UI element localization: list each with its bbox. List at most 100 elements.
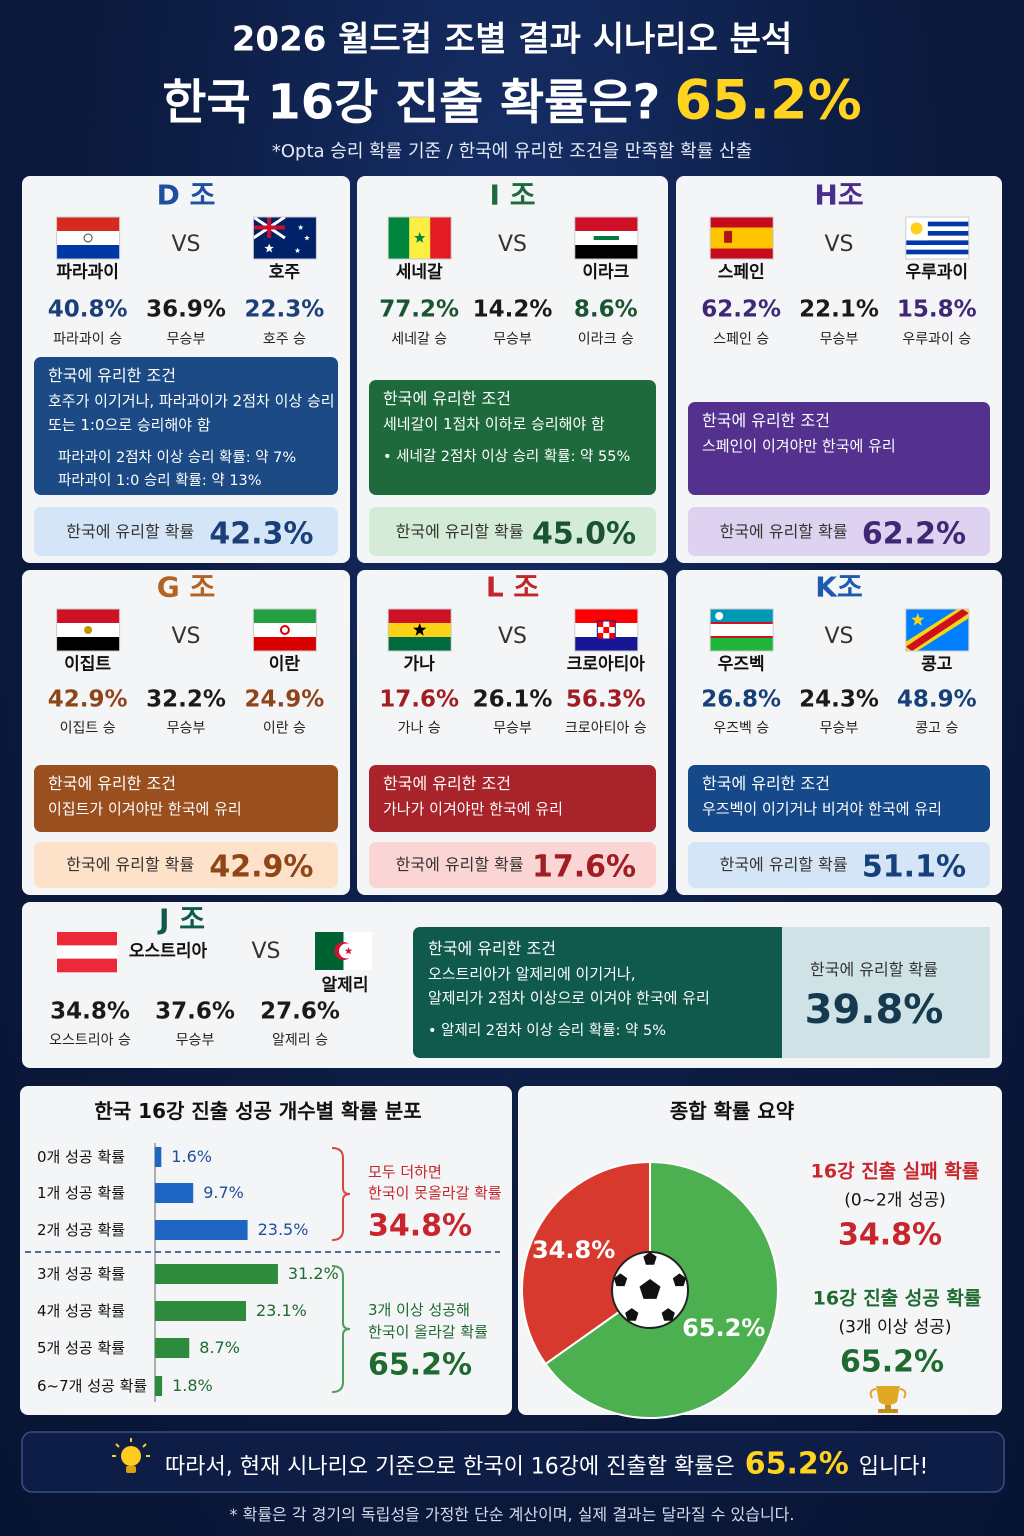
group-name: J 조 bbox=[159, 902, 205, 936]
probability-label: 이라크 승 bbox=[577, 331, 634, 348]
probability-label: 오스트리아 승 bbox=[49, 1032, 131, 1049]
note-line: 3개 이상 성공해 bbox=[368, 1300, 470, 1319]
bar bbox=[155, 1376, 163, 1396]
flag-star bbox=[344, 947, 353, 955]
favorable-value: 42.9% bbox=[209, 849, 314, 885]
condition-note: 파라과이 1:0 승리 확률: 약 13% bbox=[58, 473, 262, 490]
condition-box bbox=[688, 402, 990, 495]
group-name: G 조 bbox=[156, 570, 216, 604]
flag-stripe bbox=[905, 254, 969, 260]
condition-line: 우즈벡이 이기거나 비겨야 한국에 유리 bbox=[702, 799, 942, 818]
team-name: 크로아티아 bbox=[566, 654, 645, 675]
group-name: D 조 bbox=[156, 178, 216, 212]
flag-star bbox=[304, 235, 310, 241]
flag-stripe bbox=[57, 945, 117, 959]
ball-patch bbox=[639, 1279, 661, 1299]
flag-emblem bbox=[279, 625, 290, 635]
distribution-panel bbox=[20, 1086, 512, 1415]
flag-star bbox=[413, 623, 427, 636]
favorable-value: 51.1% bbox=[861, 849, 967, 885]
flag-stripe bbox=[710, 637, 774, 652]
flag-emblem bbox=[83, 233, 93, 243]
team-name: 세네갈 bbox=[395, 262, 443, 283]
probability: 8.6% bbox=[573, 296, 638, 323]
team-name: 오스트리아 bbox=[128, 941, 208, 962]
group-name: K조 bbox=[815, 570, 863, 604]
flag-stripe bbox=[905, 221, 969, 227]
condition-box bbox=[369, 765, 656, 832]
team-name: 이집트 bbox=[64, 654, 112, 675]
flag-stripe bbox=[710, 248, 774, 260]
probability: 24.3% bbox=[799, 686, 879, 713]
probability: 22.3% bbox=[244, 296, 325, 323]
condition-box bbox=[369, 380, 656, 495]
condition-title: 한국에 유리한 조건 bbox=[428, 939, 556, 959]
flag-stripe bbox=[574, 637, 638, 652]
panel-title: 종합 확률 요약 bbox=[669, 1099, 795, 1123]
summary-title: 16강 진출 실패 확률 bbox=[810, 1160, 980, 1183]
bulb-base bbox=[126, 1466, 136, 1473]
team-name: 호주 bbox=[268, 262, 301, 283]
category-label: 2개 성공 확률 bbox=[37, 1220, 126, 1239]
probability: 24.9% bbox=[244, 686, 325, 713]
flag-stripe bbox=[56, 217, 120, 232]
flag-stripe bbox=[905, 231, 969, 236]
conclusion-highlight: 65.2% bbox=[744, 1446, 849, 1482]
bar bbox=[155, 1147, 162, 1167]
vs: VS bbox=[497, 623, 528, 649]
condition-box bbox=[688, 765, 990, 832]
value-label: 31.2% bbox=[287, 1264, 339, 1284]
team-name: 스페인 bbox=[717, 262, 765, 283]
probability-label: 스페인 승 bbox=[713, 331, 770, 348]
flag-stripe bbox=[56, 245, 120, 260]
favorable-value: 17.6% bbox=[531, 849, 637, 885]
probability: 22.1% bbox=[799, 296, 879, 323]
shape bbox=[710, 636, 774, 638]
value-label: 1.6% bbox=[171, 1147, 212, 1167]
shape bbox=[609, 627, 616, 633]
vs: VS bbox=[171, 623, 201, 649]
condition-line: 또는 1:0으로 승리해야 함 bbox=[48, 415, 211, 434]
bar bbox=[155, 1183, 194, 1203]
flag-eagle bbox=[84, 626, 93, 634]
flag-stripe bbox=[574, 609, 638, 624]
probability: 77.2% bbox=[379, 296, 460, 323]
flag-star bbox=[297, 224, 304, 230]
value-label: 23.5% bbox=[257, 1220, 309, 1240]
note-line: 한국이 못올라갈 확률 bbox=[368, 1183, 502, 1202]
shape bbox=[603, 633, 610, 639]
headline-text: 한국 16강 진출 확률은? bbox=[162, 74, 661, 131]
ball-patch bbox=[661, 1308, 675, 1321]
vs: VS bbox=[824, 231, 854, 257]
probability: 37.6% bbox=[155, 998, 235, 1025]
flag-stripe bbox=[710, 609, 774, 624]
bulb-rays bbox=[112, 1438, 150, 1457]
favorable-label: 한국에 유리할 확률 bbox=[719, 521, 848, 541]
condition-line: 오스트리아가 알제리에 이기거나, bbox=[428, 964, 636, 983]
value-label: 8.7% bbox=[199, 1338, 240, 1358]
probability-label: 무승부 bbox=[493, 331, 532, 348]
probability-label: 무승부 bbox=[819, 331, 859, 348]
condition-title: 한국에 유리한 조건 bbox=[383, 774, 511, 794]
flag-stripe bbox=[57, 932, 117, 946]
flag-sun bbox=[910, 222, 923, 235]
flag-moon bbox=[715, 612, 724, 620]
probability-label: 알제리 승 bbox=[272, 1032, 328, 1049]
flag-border bbox=[387, 608, 452, 652]
favorable-label: 한국에 유리할 확률 bbox=[395, 855, 524, 875]
group-name: H조 bbox=[814, 178, 864, 212]
flag-star bbox=[264, 243, 274, 253]
flag-stripe bbox=[574, 245, 638, 260]
probability: 40.8% bbox=[47, 296, 128, 323]
probability: 56.3% bbox=[565, 686, 646, 713]
summary-note: (0~2개 성공) bbox=[844, 1190, 946, 1211]
shape bbox=[603, 627, 610, 633]
ball-patch bbox=[613, 1273, 628, 1287]
favorable-value: 42.3% bbox=[209, 516, 314, 551]
flag-stripe bbox=[56, 637, 120, 652]
condition-line: 스페인이 이겨야만 한국에 유리 bbox=[702, 436, 896, 455]
shape bbox=[253, 225, 285, 230]
vs: VS bbox=[497, 231, 528, 257]
flag-star bbox=[294, 247, 301, 253]
